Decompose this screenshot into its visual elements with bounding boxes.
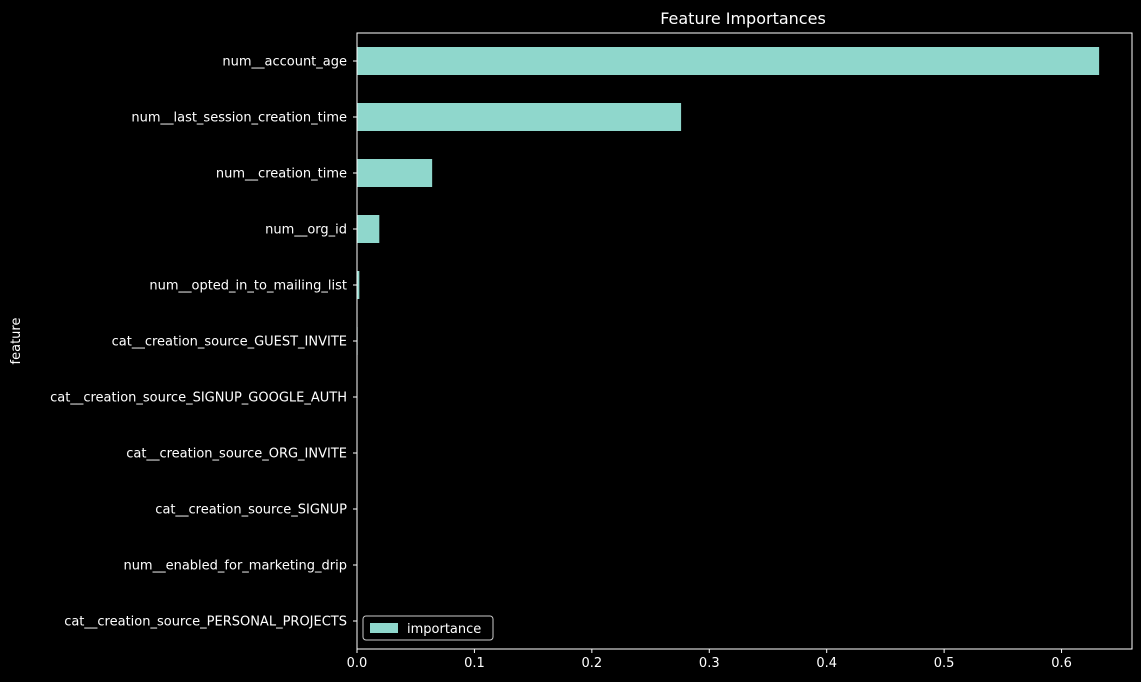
y-tick-label: cat__creation_source_SIGNUP <box>155 503 347 518</box>
y-tick-label: num__account_age <box>222 55 347 70</box>
bar <box>357 271 360 299</box>
x-tick-label: 0.1 <box>464 656 485 671</box>
x-tick-label: 0.3 <box>699 656 720 671</box>
x-tick-label: 0.4 <box>816 656 837 671</box>
legend: importance <box>362 615 494 641</box>
y-axis-label: feature <box>9 318 24 365</box>
legend-swatch <box>370 623 398 633</box>
legend-box <box>362 615 494 641</box>
plot-area: num__account_age num__last_session_creati… <box>50 32 1133 671</box>
bar <box>357 103 682 131</box>
axes-frame <box>356 32 1133 650</box>
y-tick-label: cat__creation_source_ORG_INVITE <box>126 447 347 462</box>
y-tick-label: cat__creation_source_GUEST_INVITE <box>112 335 347 350</box>
bar <box>357 47 1100 75</box>
x-tick-label: 0.5 <box>934 656 955 671</box>
y-tick-label: num__last_session_creation_time <box>131 111 347 126</box>
y-tick-label: cat__creation_source_PERSONAL_PROJECTS <box>64 615 347 630</box>
y-tick-label: num__opted_in_to_mailing_list <box>149 279 347 294</box>
y-tick-label: cat__creation_source_SIGNUP_GOOGLE_AUTH <box>50 391 347 406</box>
legend-label: importance <box>407 622 481 637</box>
y-tick-label: num__org_id <box>265 223 347 238</box>
chart-title: Feature Importances <box>660 9 826 28</box>
x-tick-label: 0.0 <box>347 656 368 671</box>
y-tick-label: num__creation_time <box>216 167 347 182</box>
x-tick-label: 0.6 <box>1051 656 1072 671</box>
x-tick-label: 0.2 <box>582 656 603 671</box>
bar <box>357 159 433 187</box>
y-tick-label: num__enabled_for_marketing_drip <box>123 559 347 574</box>
bar <box>357 215 380 243</box>
